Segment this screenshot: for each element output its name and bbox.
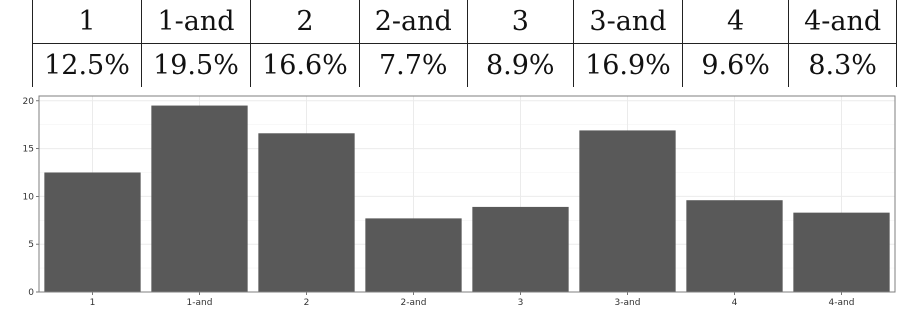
plot-border xyxy=(38,95,896,293)
bar xyxy=(151,105,248,292)
y-tick-label: 15 xyxy=(23,145,34,155)
table-header-cell: 3-and xyxy=(572,0,683,44)
bar-chart: 0 5 10 15 20 1 1-and 2 2-and 3 3-and 4 4-and xyxy=(23,95,896,308)
x-tick-label: 2-and xyxy=(401,298,427,308)
bar xyxy=(686,200,783,292)
x-tick-label: 1-and xyxy=(187,298,213,308)
table-header-cell: 1-and xyxy=(140,0,251,44)
table-header-cell: 2 xyxy=(249,0,360,44)
bar xyxy=(579,130,676,292)
x-tick-label: 4-and xyxy=(829,298,855,308)
y-tick-label: 0 xyxy=(28,288,34,298)
bar xyxy=(44,172,141,292)
table-value-cell: 12.5% xyxy=(32,43,142,87)
x-tick-label: 2 xyxy=(304,298,310,308)
table-value-row: 12.5% 19.5% 16.6% 7.7% 8.9% 16.9% 9.6% 8… xyxy=(32,43,897,87)
table-value-cell: 8.3% xyxy=(788,43,897,87)
bar xyxy=(258,133,355,292)
table-header-cell: 4 xyxy=(681,0,789,44)
percentage-table: 1 1-and 2 2-and 3 3-and 4 4-and 12.5% 19… xyxy=(32,0,897,87)
x-tick-label: 3-and xyxy=(615,298,641,308)
table-value-cell: 16.6% xyxy=(249,43,360,87)
table-header-cell: 1 xyxy=(32,0,142,44)
table-header-cell: 4-and xyxy=(788,0,897,44)
table-value-cell: 7.7% xyxy=(358,43,468,87)
table-value-cell: 9.6% xyxy=(681,43,789,87)
bar xyxy=(472,206,569,292)
x-tick-label: 3 xyxy=(518,298,524,308)
y-tick-label: 20 xyxy=(23,97,35,107)
table-value-cell: 8.9% xyxy=(466,43,574,87)
bar xyxy=(365,218,462,292)
x-tick-label: 4 xyxy=(732,298,738,308)
table-value-cell: 16.9% xyxy=(572,43,683,87)
table-header-row: 1 1-and 2 2-and 3 3-and 4 4-and xyxy=(32,0,897,44)
table-header-cell: 2-and xyxy=(358,0,468,44)
table-value-cell: 19.5% xyxy=(140,43,251,87)
table-header-cell: 3 xyxy=(466,0,574,44)
bar xyxy=(793,212,890,292)
y-tick-label: 5 xyxy=(28,240,34,250)
y-tick-label: 10 xyxy=(23,192,35,202)
x-tick-label: 1 xyxy=(90,298,96,308)
